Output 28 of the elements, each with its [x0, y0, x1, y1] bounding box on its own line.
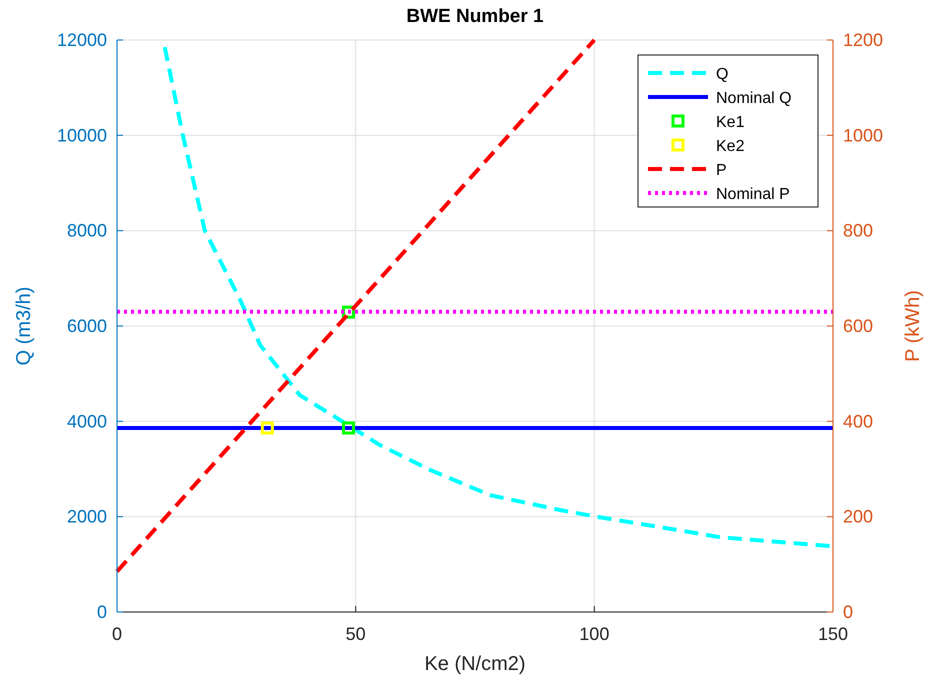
y-tick-label: 12000 — [56, 30, 107, 50]
y2-tick-label: 1200 — [843, 30, 884, 50]
x-tick-label: 100 — [579, 624, 610, 644]
x-tick-label: 150 — [818, 624, 848, 644]
legend-label: P — [716, 162, 727, 179]
y2-tick-label: 200 — [843, 506, 874, 527]
y-tick-label: 0 — [96, 602, 107, 622]
y-tick-label: 8000 — [66, 220, 107, 241]
x-axis-title: Ke (N/cm2) — [424, 653, 526, 675]
y-tick-label: 2000 — [66, 506, 107, 527]
x-tick-label: 50 — [346, 624, 366, 644]
y2-tick-label: 0 — [843, 602, 854, 622]
legend-label: Ke2 — [716, 138, 745, 155]
y-axis-title: Q (m3/h) — [13, 286, 35, 366]
y2-tick-label: 600 — [843, 316, 874, 336]
y2-axis-title: P (kWh) — [902, 290, 924, 362]
legend-label: Q — [716, 66, 728, 83]
y-tick-label: 4000 — [66, 411, 107, 432]
legend-label: Ke1 — [716, 114, 745, 131]
chart-title: BWE Number 1 — [406, 6, 544, 27]
legend-label: Nominal Q — [716, 90, 792, 107]
x-tick-label: 0 — [112, 624, 122, 644]
y2-tick-label: 400 — [843, 411, 874, 432]
y-tick-label: 10000 — [56, 125, 107, 146]
legend-label: Nominal P — [716, 186, 790, 203]
y2-tick-label: 1000 — [843, 125, 884, 146]
y2-tick-label: 800 — [843, 220, 874, 241]
y-tick-label: 6000 — [66, 316, 107, 336]
